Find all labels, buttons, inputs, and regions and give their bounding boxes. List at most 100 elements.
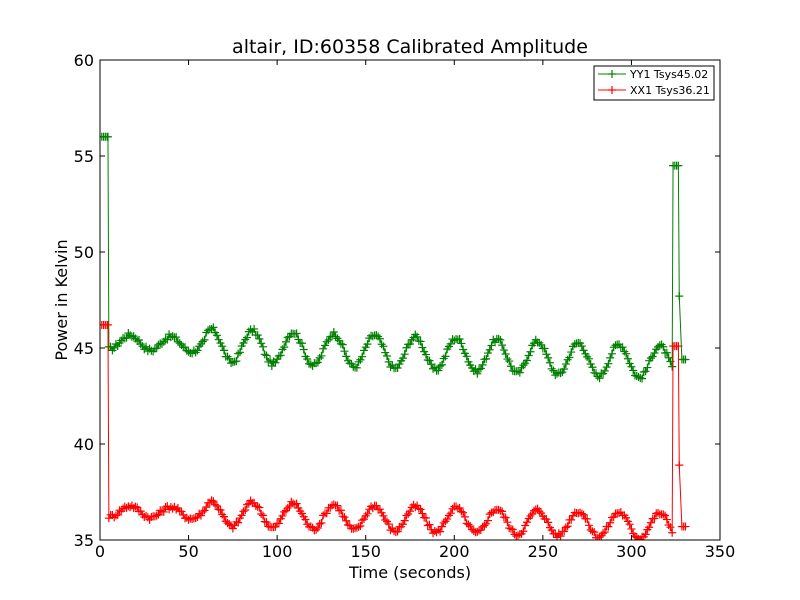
data-point-marker xyxy=(455,335,464,344)
data-point-marker xyxy=(282,337,290,346)
data-point-marker xyxy=(142,342,151,351)
data-point-marker xyxy=(262,351,271,360)
x-tick-label: 350 xyxy=(705,542,736,561)
data-point-marker xyxy=(237,511,246,520)
data-point-marker xyxy=(220,346,228,355)
data-point-marker xyxy=(274,519,283,528)
data-point-marker xyxy=(521,521,530,530)
data-point-marker xyxy=(577,342,586,351)
data-point-marker xyxy=(184,515,193,524)
data-point-marker xyxy=(191,514,200,523)
data-point-marker xyxy=(641,367,650,376)
data-point-marker xyxy=(457,507,466,516)
data-point-marker xyxy=(159,507,168,516)
data-point-marker xyxy=(313,358,322,367)
data-point-marker xyxy=(561,523,570,532)
plot-area-frame xyxy=(99,59,721,541)
series-yy1 xyxy=(100,132,690,383)
x-tick-label: 150 xyxy=(350,542,381,561)
data-point-marker xyxy=(354,357,363,366)
data-point-marker xyxy=(239,507,248,516)
data-point-marker xyxy=(473,527,482,536)
data-point-marker xyxy=(437,360,446,369)
data-point-marker xyxy=(120,334,129,343)
data-point-marker xyxy=(460,512,469,521)
data-point-marker xyxy=(363,340,372,349)
data-point-marker xyxy=(668,362,677,371)
data-point-marker xyxy=(342,352,351,361)
data-point-marker xyxy=(319,511,328,520)
data-point-marker xyxy=(331,332,340,341)
data-point-marker xyxy=(225,354,234,363)
series-xx1 xyxy=(100,320,690,540)
data-point-marker xyxy=(498,341,507,350)
data-point-marker xyxy=(506,524,515,533)
data-point-marker xyxy=(303,355,312,364)
data-point-marker xyxy=(446,339,455,348)
data-point-marker xyxy=(496,335,505,344)
data-point-marker xyxy=(662,515,671,524)
data-point-marker xyxy=(604,359,613,368)
x-tick-label: 50 xyxy=(178,542,198,561)
data-point-marker xyxy=(629,366,638,375)
data-point-marker xyxy=(674,161,683,170)
data-point-marker xyxy=(494,505,503,514)
data-point-marker xyxy=(209,323,218,332)
data-point-marker xyxy=(322,509,331,518)
data-point-marker xyxy=(152,344,161,353)
data-point-marker xyxy=(359,346,368,355)
data-point-marker xyxy=(634,372,643,381)
data-point-marker xyxy=(501,350,510,359)
data-point-marker xyxy=(600,528,609,537)
data-point-marker xyxy=(393,527,402,536)
data-point-marker xyxy=(253,331,262,340)
data-point-marker xyxy=(386,526,395,535)
axes-layer: 0 50 100 150 200 250 300 350 35 40 45 50 55 60 xyxy=(74,51,736,561)
data-point-marker xyxy=(514,531,523,540)
data-point-marker xyxy=(400,516,409,525)
data-point-marker xyxy=(103,320,112,329)
data-point-marker xyxy=(398,520,407,529)
data-point-marker xyxy=(457,339,466,348)
data-point-marker xyxy=(129,504,138,513)
data-point-marker xyxy=(209,497,218,506)
data-point-marker xyxy=(662,348,671,357)
data-point-marker xyxy=(251,501,260,510)
data-point-marker xyxy=(565,353,574,362)
data-point-marker xyxy=(150,512,159,521)
data-point-marker xyxy=(655,341,664,350)
data-point-marker xyxy=(359,515,368,524)
data-point-marker xyxy=(595,374,604,383)
data-point-marker xyxy=(623,354,632,363)
data-point-marker xyxy=(297,339,306,348)
data-point-marker xyxy=(632,533,641,540)
data-point-marker xyxy=(317,518,326,527)
data-point-marker xyxy=(485,510,494,519)
data-point-marker xyxy=(207,496,216,505)
data-point-marker xyxy=(584,521,593,530)
data-point-marker xyxy=(437,522,446,531)
data-point-marker xyxy=(255,503,264,512)
data-point-marker xyxy=(241,335,250,344)
data-point-marker xyxy=(103,132,112,141)
data-point-marker xyxy=(198,337,207,346)
data-point-marker xyxy=(234,518,243,527)
data-point-marker xyxy=(599,529,608,538)
data-point-marker xyxy=(469,527,478,536)
data-point-marker xyxy=(313,523,322,532)
data-point-marker xyxy=(395,360,404,369)
data-point-marker xyxy=(503,518,512,527)
data-point-marker xyxy=(336,506,345,515)
data-point-marker xyxy=(650,349,659,358)
y-tick-label: 50 xyxy=(74,243,94,262)
data-point-marker xyxy=(126,331,135,340)
x-axis-label: Time (seconds) xyxy=(348,563,471,582)
data-point-marker xyxy=(278,511,287,520)
data-point-marker xyxy=(253,502,262,511)
data-point-marker xyxy=(340,513,349,522)
data-point-marker xyxy=(505,357,514,366)
data-point-marker xyxy=(110,343,119,352)
data-point-marker xyxy=(654,508,662,517)
data-point-marker xyxy=(196,511,205,520)
data-point-marker xyxy=(475,365,484,374)
